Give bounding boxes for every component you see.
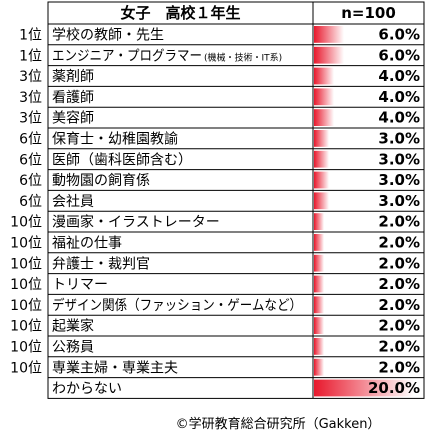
value-label: 2.0% [378, 213, 420, 231]
row-label: 医師（歯科医師含む） [52, 152, 192, 168]
rank-label: 3位 [19, 69, 42, 85]
rank-label: 6位 [19, 132, 42, 148]
value-label: 4.0% [378, 67, 420, 85]
value-label: 3.0% [378, 192, 420, 210]
rank-label: 10位 [10, 256, 42, 272]
bar [314, 26, 344, 43]
value-label: 2.0% [378, 338, 420, 356]
row-label: 福祉の仕事 [52, 236, 122, 252]
row-label: 漫画家・イラストレーター [52, 214, 220, 231]
row-label: 薬剤師 [52, 69, 94, 85]
bar [314, 358, 324, 376]
rank-label: 1位 [19, 48, 42, 64]
table-grid [47, 1, 425, 399]
row-label: エンジニア・プログラマー [52, 48, 202, 64]
rank-label: 6位 [19, 194, 42, 210]
value-label: 3.0% [378, 150, 420, 168]
header-label: 女子 高校１年生 [120, 4, 240, 22]
bar [314, 171, 329, 189]
value-label: 20.0% [368, 379, 420, 397]
row-label: 看護師 [52, 90, 94, 106]
row-label: 学校の教師・先生 [52, 27, 164, 44]
bar [314, 88, 334, 106]
value-label: 6.0% [378, 26, 420, 44]
bar [314, 338, 324, 355]
value-label: 2.0% [378, 317, 420, 335]
bar [314, 234, 324, 251]
rank-label: 10位 [10, 340, 42, 356]
row-label: わからない [52, 381, 122, 397]
bar [314, 150, 329, 168]
value-label: 4.0% [378, 109, 420, 127]
bar [314, 109, 334, 126]
value-label: 3.0% [378, 171, 420, 189]
row-label: トリマー [52, 277, 108, 293]
source-credit: ©学研教育総合研究所（Gakken） [176, 416, 381, 432]
header-value: n=100 [341, 4, 396, 22]
row-label: 起業家 [52, 318, 94, 335]
rank-label: 3位 [19, 90, 42, 106]
row-label: デザイン関係（ファッション・ゲームなど） [52, 297, 302, 314]
bar [314, 254, 324, 272]
value-label: 4.0% [378, 88, 420, 106]
row-label: 弁護士・裁判官 [52, 256, 150, 272]
table-border [47, 1, 425, 399]
value-label: 2.0% [378, 234, 420, 252]
rank-label: 6位 [19, 152, 42, 168]
rank-label: 10位 [10, 277, 42, 293]
row-label-note: (機械・技術・IT系) [204, 51, 282, 63]
rank-label: 10位 [10, 215, 42, 231]
rank-label: 3位 [19, 111, 42, 127]
value-label: 2.0% [378, 254, 420, 272]
rank-label: 10位 [10, 298, 42, 314]
rank-label: 10位 [10, 236, 42, 252]
value-label: 2.0% [378, 358, 420, 376]
rank-label: 6位 [19, 173, 42, 189]
bar [314, 213, 324, 230]
table-texts: 女子 高校１年生 n=100 1位 学校の教師・先生 6.0% 1位 エンジニア・プログラマ… [10, 4, 420, 397]
bar [314, 46, 344, 64]
bar [314, 379, 414, 397]
row-label: 動物園の飼育係 [52, 173, 150, 189]
bar [314, 296, 324, 314]
row-label: 公務員 [52, 340, 94, 356]
value-label: 2.0% [378, 275, 420, 293]
bars [314, 26, 414, 397]
bar [314, 130, 329, 147]
value-label: 2.0% [378, 296, 420, 314]
rank-label: 10位 [10, 360, 42, 376]
row-label: 保育士・幼稚園教諭 [52, 132, 178, 148]
row-label: 会社員 [52, 194, 94, 210]
value-label: 6.0% [378, 46, 420, 64]
bar [314, 317, 324, 334]
row-label: 美容師 [52, 110, 94, 127]
value-label: 3.0% [378, 130, 420, 148]
rank-label: 1位 [19, 28, 42, 44]
bar [314, 192, 329, 210]
bar [314, 275, 324, 293]
row-label: 専業主婦・専業主夫 [52, 359, 178, 376]
rank-label: 10位 [10, 319, 42, 335]
bar [314, 67, 334, 85]
